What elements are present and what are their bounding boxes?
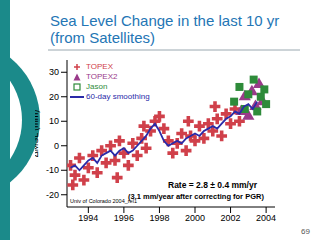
html-text:Sea Level Change in the last 1: Sea Level Change in the last 10 yr (from… [50, 12, 280, 46]
svg-text:2004: 2004 [256, 213, 276, 223]
html-text:TOPEX2: TOPEX2 [86, 72, 118, 81]
html-text:60-day smoothing: 60-day smoothing [86, 92, 150, 101]
svg-text:10: 10 [49, 116, 59, 126]
svg-text:0: 0 [54, 141, 59, 151]
svg-text:30: 30 [49, 67, 59, 77]
svg-text:1994: 1994 [78, 213, 98, 223]
svg-text:20: 20 [49, 92, 59, 102]
svg-text:-10: -10 [46, 165, 59, 175]
svg-text:2002: 2002 [221, 213, 241, 223]
html-text:(3.1 mm/year after correcting: (3.1 mm/year after correcting for PGR) [128, 192, 264, 201]
svg-text:1996: 1996 [114, 213, 134, 223]
svg-text:-20: -20 [46, 190, 59, 200]
html-text:Jason: Jason [86, 82, 108, 91]
html-text:TOPEX: TOPEX [86, 62, 113, 71]
html-text:Univ of Colorado 2004_rel1: Univ of Colorado 2004_rel1 [70, 198, 137, 204]
html-text:69: 69 [301, 227, 310, 236]
svg-text:ΔMSL (mm): ΔMSL (mm) [35, 110, 40, 158]
html-text:Rate = 2.8 ± 0.4 mm/yr: Rate = 2.8 ± 0.4 mm/yr [168, 180, 257, 190]
svg-text:1998: 1998 [149, 213, 169, 223]
svg-text:2000: 2000 [185, 213, 205, 223]
